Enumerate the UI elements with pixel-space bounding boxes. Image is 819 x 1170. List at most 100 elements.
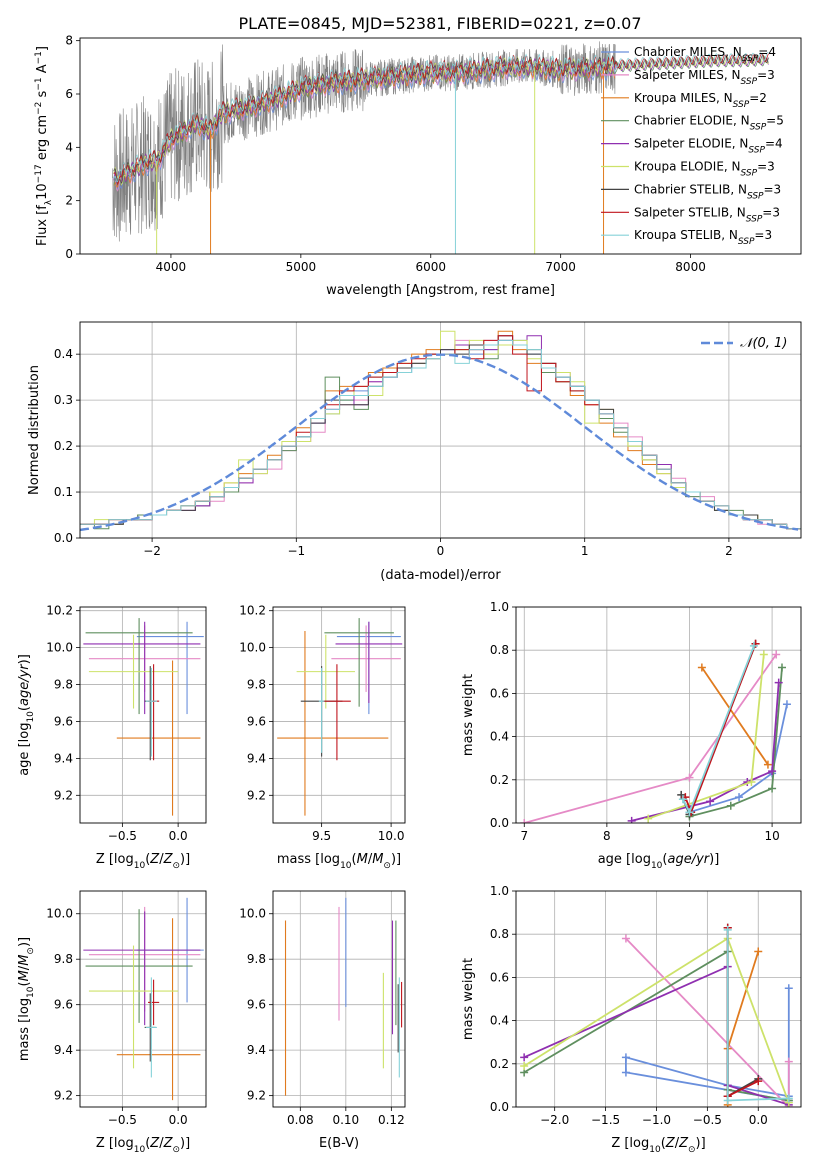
age_vs_Z-ytick-label: 9.4 <box>54 751 73 765</box>
legend-label-salpeter_stelib: Salpeter STELIB, NSSP=3 <box>634 205 780 224</box>
weight-marker-salpeter_elodie <box>706 797 715 806</box>
weight_vs_Z-ytick-label: 0.8 <box>490 927 509 941</box>
weight-line-kroupa_miles <box>701 666 769 766</box>
age_vs_Z-frame <box>79 606 207 824</box>
weight-marker-salpeter_elodie <box>627 816 636 823</box>
spectrum-panel: 4000 5000 6000 7000 8000 0 2 4 6 8 Chabrier MILES,… <box>65 34 802 274</box>
mass_vs_Z-xlabel: Z [log10(Z/Z⊙)] <box>96 1136 190 1155</box>
weight-marker-salpeter_stelib <box>754 1077 763 1086</box>
weight_vs_age-xtick-label: 9 <box>686 829 694 843</box>
residuals-frame <box>79 321 802 539</box>
weight-marker-kroupa_stelib <box>749 641 758 650</box>
weight_vs_Z-ylabel: mass weight <box>461 958 476 1040</box>
weight-marker-kroupa_stelib <box>685 808 694 817</box>
age_vs_mass-ytick-label: 9.2 <box>247 788 266 802</box>
weight_vs_age-ylabel: mass weight <box>461 674 476 756</box>
weight_vs_Z-ytick-label: 1.0 <box>490 884 509 898</box>
figure-title: PLATE=0845, MJD=52381, FIBERID=0221, z=0… <box>238 14 641 33</box>
age_vs_mass-panel: 9.5 10.0 9.2 9.4 9.6 9.8 10.0 10.2 <box>239 604 406 843</box>
weight-marker-kroupa_elodie <box>747 777 756 786</box>
residuals-ylabel: Normed distribution <box>27 365 42 495</box>
residuals-plot-area <box>80 322 801 538</box>
weight_vs_age-xtick-label: 7 <box>520 829 528 843</box>
age_vs_mass-xtick-label: 9.5 <box>312 829 331 843</box>
weight-marker-chabrier_miles <box>735 793 744 802</box>
age_vs_Z-panel: −0.5 0.0 9.2 9.4 9.6 9.8 10.0 10.2 <box>46 604 207 843</box>
residuals-xtick-label: 2 <box>725 544 733 558</box>
mass_vs_ebv-ytick-label: 9.2 <box>247 1089 266 1103</box>
spectrum-ytick-label: 6 <box>65 87 73 101</box>
mass_vs_Z-frame <box>79 890 207 1108</box>
mass_vs_Z-ylabel: mass [log10(M/M⊙)] <box>17 937 36 1061</box>
weight_vs_Z-xtick-label: 0.0 <box>749 1113 768 1127</box>
weight-marker-kroupa_elodie <box>520 1061 529 1070</box>
weight_vs_Z-frame <box>515 890 802 1108</box>
weight_vs_Z-xtick-label: −1.5 <box>591 1113 620 1127</box>
weight_vs_Z-panel: −2.0 −1.5 −1.0 −0.5 0.0 0.0 0.2 0.4 0.6 0.8 1.0 <box>490 884 802 1127</box>
spectrum-plot-area <box>112 41 769 254</box>
spectrum-ytick-label: 4 <box>65 140 73 154</box>
weight_vs_Z-plot-area <box>516 891 801 1107</box>
spectrum-model-kroupa_elodie <box>113 55 769 186</box>
mass_vs_Z-ytick-label: 9.4 <box>54 1043 73 1057</box>
weight-marker-kroupa_stelib <box>784 1094 793 1103</box>
legend-label-chabrier_elodie: Chabrier ELODIE, NSSP=5 <box>634 114 784 133</box>
mass_vs_ebv-xtick-label: 0.10 <box>332 1113 359 1127</box>
spectrum-ylabel: Flux [fλ10−17 erg cm−2 s−1 A−1] <box>34 46 54 246</box>
spectrum-ytick-label: 8 <box>65 34 73 48</box>
mass_vs_Z-ytick-label: 9.6 <box>54 998 73 1012</box>
mass_vs_ebv-ytick-label: 9.6 <box>247 998 266 1012</box>
age_vs_Z-ytick-label: 10.0 <box>46 641 73 655</box>
mass_vs_ebv-xlabel: E(B-V) <box>319 1136 359 1151</box>
weight_vs_Z-ytick-label: 0.6 <box>490 970 509 984</box>
age_vs_mass-ytick-label: 9.6 <box>247 714 266 728</box>
charts-layer: 4000 5000 6000 7000 8000 0 2 4 6 8 Chabrier MILES,… <box>17 34 802 1155</box>
residuals-ytick-label: 0.0 <box>54 531 73 545</box>
mass_vs_ebv-frame <box>272 890 406 1108</box>
spectrum-xtick-label: 6000 <box>415 260 446 274</box>
age_vs_Z-xtick-label: 0.0 <box>169 829 188 843</box>
weight-marker-salpeter_elodie <box>520 1053 529 1062</box>
age_vs_mass-frame <box>272 606 406 824</box>
weight-marker-salpeter_miles <box>772 650 781 659</box>
weight-marker-kroupa_stelib <box>723 925 732 934</box>
weight-marker-chabrier_miles <box>621 1068 630 1077</box>
weight-marker-chabrier_elodie <box>726 801 735 810</box>
spectrum-ytick-label: 2 <box>65 194 73 208</box>
spectrum-xtick-label: 5000 <box>286 260 317 274</box>
residuals-ytick-label: 0.2 <box>54 439 73 453</box>
legend-label-kroupa_miles: Kroupa MILES, NSSP=2 <box>634 91 767 110</box>
weight-marker-chabrier_stelib <box>677 790 686 799</box>
legend-label-salpeter_miles: Salpeter MILES, NSSP=3 <box>634 68 775 87</box>
weight-marker-chabrier_miles <box>782 700 791 709</box>
spectrum-model-salpeter_stelib <box>113 53 769 186</box>
weight-marker-kroupa_miles <box>763 760 772 769</box>
weight-marker-kroupa_elodie <box>759 650 768 659</box>
weight_vs_age-ytick-label: 0.2 <box>490 773 509 787</box>
weight_vs_age-xlabel: age [log10(age/yr)] <box>598 852 720 871</box>
weight_vs_Z-xtick-label: −0.5 <box>693 1113 722 1127</box>
mass_vs_ebv-xtick-label: 0.12 <box>378 1113 405 1127</box>
normal-curve-line <box>80 353 799 532</box>
age_vs_mass-ytick-label: 9.4 <box>247 751 266 765</box>
mass_vs_ebv-ytick-label: 10.0 <box>239 907 266 921</box>
age_vs_mass-ytick-label: 10.0 <box>239 641 266 655</box>
weight-marker-salpeter_miles <box>784 1057 793 1066</box>
age_vs_Z-ytick-label: 9.6 <box>54 714 73 728</box>
weight-line-chabrier_miles <box>689 704 788 814</box>
mass_vs_ebv-plot-area <box>273 891 405 1107</box>
residuals-xtick-label: 1 <box>581 544 589 558</box>
residuals-ytick-label: 0.3 <box>54 393 73 407</box>
weight-marker-kroupa_stelib <box>678 795 687 804</box>
residuals-ytick-label: 0.4 <box>54 347 73 361</box>
weight_vs_Z-ytick-label: 0.4 <box>490 1014 509 1028</box>
weight_vs_Z-ytick-label: 0.0 <box>490 1100 509 1114</box>
legend-label-chabrier_stelib: Chabrier STELIB, NSSP=3 <box>634 182 781 201</box>
mass_vs_ebv-panel: 0.08 0.10 0.12 9.2 9.4 9.6 9.8 10.0 <box>239 890 406 1127</box>
weight_vs_age-plot-area <box>516 607 801 823</box>
weight-marker-chabrier_miles <box>784 984 793 993</box>
weight_vs_Z-ytick-label: 0.2 <box>490 1057 509 1071</box>
mass_vs_Z-xtick-label: 0.0 <box>169 1113 188 1127</box>
mass_vs_Z-ytick-label: 9.2 <box>54 1089 73 1103</box>
